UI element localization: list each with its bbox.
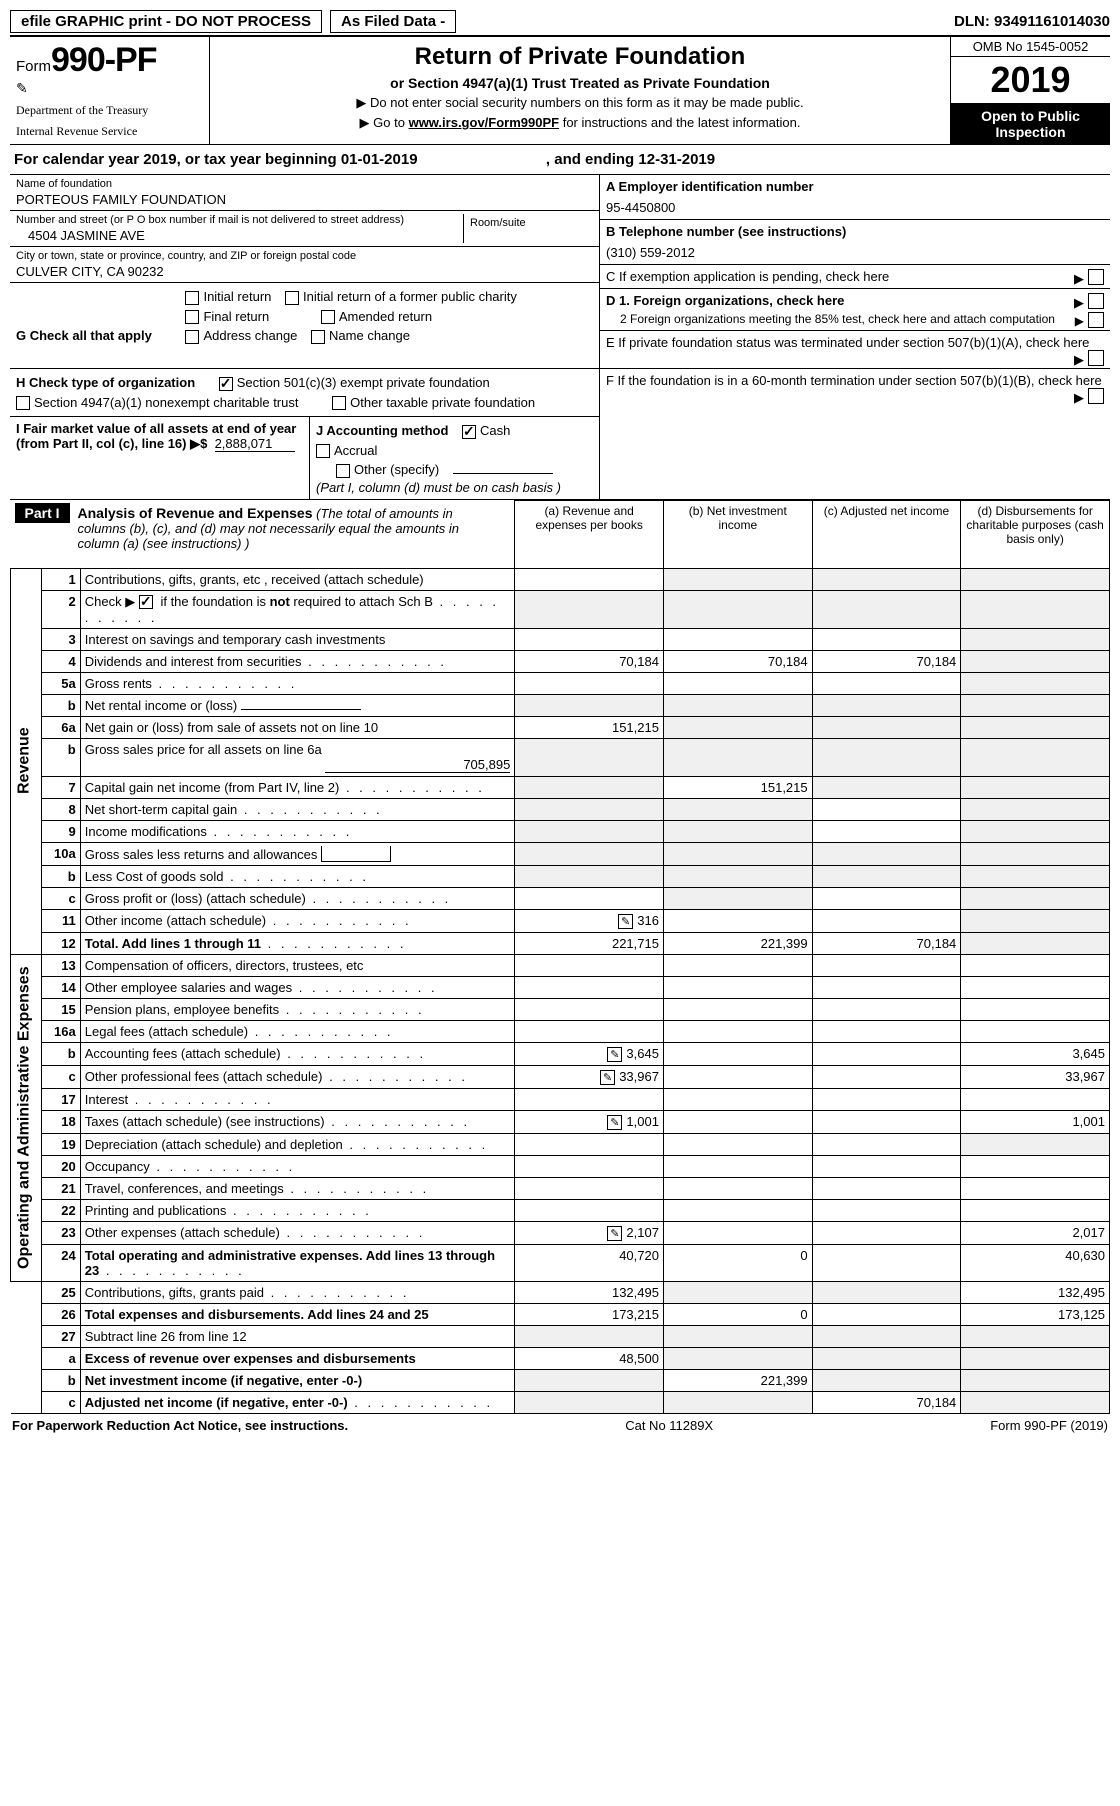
catalog-number: Cat No 11289X bbox=[625, 1418, 713, 1433]
section-b-phone: B Telephone number (see instructions) (3… bbox=[600, 220, 1110, 265]
dept-treasury: Department of the Treasury bbox=[16, 103, 203, 118]
form-subtitle: or Section 4947(a)(1) Trust Treated as P… bbox=[216, 75, 944, 91]
arrow-icon: ▶ bbox=[1074, 295, 1084, 311]
form-reference: Form 990-PF (2019) bbox=[990, 1418, 1108, 1433]
col-a-header: (a) Revenue and expenses per books bbox=[515, 500, 664, 568]
name-change-checkbox[interactable] bbox=[311, 330, 325, 344]
room-suite-label: Room/suite bbox=[470, 217, 587, 229]
part-i-title: Analysis of Revenue and Expenses (The to… bbox=[70, 503, 511, 553]
section-g: G Check all that apply Initial return In… bbox=[10, 283, 599, 350]
form-title: Return of Private Foundation bbox=[216, 43, 944, 71]
page-footer: For Paperwork Reduction Act Notice, see … bbox=[10, 1414, 1110, 1437]
open-to-public: Open to Public Inspection bbox=[951, 104, 1110, 144]
initial-return-checkbox[interactable] bbox=[185, 291, 199, 305]
paperwork-notice: For Paperwork Reduction Act Notice, see … bbox=[12, 1418, 348, 1433]
section-j-accounting: J Accounting method Cash Accrual Other (… bbox=[310, 417, 600, 499]
city-cell: City or town, state or province, country… bbox=[10, 247, 599, 283]
arrow-icon: ▶ bbox=[1074, 352, 1084, 368]
expenses-section-label: Operating and Administrative Expenses bbox=[11, 954, 42, 1281]
topbar: efile GRAPHIC print - DO NOT PROCESS As … bbox=[10, 10, 1110, 37]
section-a-ein: A Employer identification number 95-4450… bbox=[600, 175, 1110, 220]
initial-former-checkbox[interactable] bbox=[285, 291, 299, 305]
dln: DLN: 93491161014030 bbox=[954, 13, 1110, 30]
arrow-icon: ▶ bbox=[1074, 271, 1084, 287]
status-terminated-checkbox[interactable] bbox=[1088, 350, 1104, 366]
section-f: F If the foundation is in a 60-month ter… bbox=[600, 369, 1110, 499]
attachment-icon[interactable]: ✎ bbox=[607, 1115, 622, 1130]
sch-b-not-required-checkbox[interactable] bbox=[139, 595, 153, 609]
amended-return-checkbox[interactable] bbox=[321, 310, 335, 324]
goto-instructions: ▶ Go to www.irs.gov/Form990PF for instru… bbox=[216, 115, 944, 131]
address-change-checkbox[interactable] bbox=[185, 330, 199, 344]
part-i-label: Part I bbox=[15, 503, 70, 523]
other-taxable-checkbox[interactable] bbox=[332, 396, 346, 410]
tax-year: 2019 bbox=[951, 57, 1110, 104]
section-d: D 1. Foreign organizations, check here ▶… bbox=[600, 289, 1110, 331]
attachment-icon[interactable]: ✎ bbox=[607, 1226, 622, 1241]
asfiled-box: As Filed Data - bbox=[330, 10, 456, 33]
foundation-name-cell: Name of foundation PORTEOUS FAMILY FOUND… bbox=[10, 175, 599, 211]
arrow-icon: ▶ bbox=[1074, 390, 1084, 406]
section-e: E If private foundation status was termi… bbox=[600, 331, 1110, 354]
section-c-exemption: C If exemption application is pending, c… bbox=[600, 265, 1110, 289]
col-b-header: (b) Net investment income bbox=[663, 500, 812, 568]
efile-box: efile GRAPHIC print - DO NOT PROCESS bbox=[10, 10, 322, 33]
omb-number: OMB No 1545-0052 bbox=[951, 37, 1110, 57]
ssn-warning: ▶ Do not enter social security numbers o… bbox=[216, 95, 944, 111]
part-i-table: Part I Analysis of Revenue and Expenses … bbox=[10, 500, 1110, 1414]
dept-irs: Internal Revenue Service bbox=[16, 124, 203, 139]
col-c-header: (c) Adjusted net income bbox=[812, 500, 961, 568]
4947a1-checkbox[interactable] bbox=[16, 396, 30, 410]
other-method-checkbox[interactable] bbox=[336, 464, 350, 478]
treasury-seal-icon: ✎ bbox=[16, 80, 203, 97]
form-header: Form990-PF ✎ Department of the Treasury … bbox=[10, 37, 1110, 145]
accrual-checkbox[interactable] bbox=[316, 444, 330, 458]
identity-section: Name of foundation PORTEOUS FAMILY FOUND… bbox=[10, 175, 1110, 369]
attachment-icon[interactable]: ✎ bbox=[607, 1047, 622, 1062]
section-i-fmv: I Fair market value of all assets at end… bbox=[10, 417, 310, 499]
calendar-year-line: For calendar year 2019, or tax year begi… bbox=[10, 145, 1110, 175]
arrow-icon: ▶ bbox=[1075, 314, 1084, 328]
60month-termination-checkbox[interactable] bbox=[1088, 388, 1104, 404]
exemption-pending-checkbox[interactable] bbox=[1088, 269, 1104, 285]
501c3-checkbox[interactable] bbox=[219, 377, 233, 391]
cash-checkbox[interactable] bbox=[462, 425, 476, 439]
col-d-header: (d) Disbursements for charitable purpose… bbox=[961, 500, 1110, 568]
final-return-checkbox[interactable] bbox=[185, 310, 199, 324]
attachment-icon[interactable]: ✎ bbox=[618, 914, 633, 929]
revenue-section-label: Revenue bbox=[11, 568, 42, 954]
foreign-85pct-checkbox[interactable] bbox=[1088, 312, 1104, 328]
foreign-org-checkbox[interactable] bbox=[1088, 293, 1104, 309]
attachment-icon[interactable]: ✎ bbox=[600, 1070, 615, 1085]
irs-link[interactable]: www.irs.gov/Form990PF bbox=[409, 115, 560, 130]
address-cell: Number and street (or P O box number if … bbox=[10, 211, 599, 247]
section-h: H Check type of organization Section 501… bbox=[10, 369, 599, 417]
form-number: Form990-PF bbox=[16, 41, 203, 80]
